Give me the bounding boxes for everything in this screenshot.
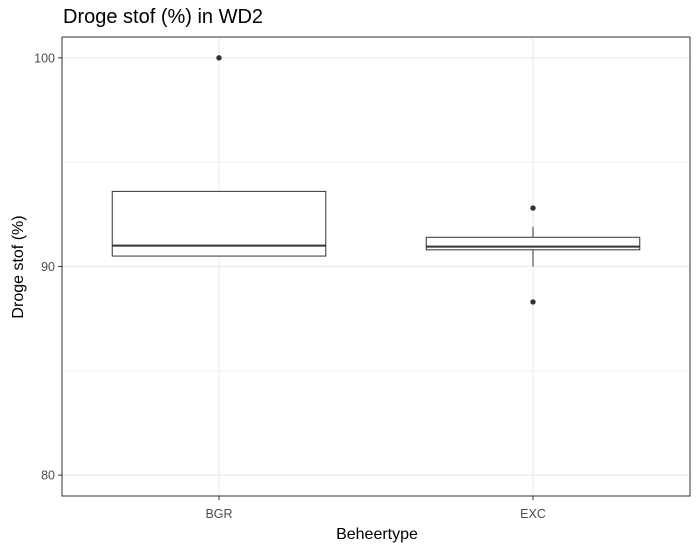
y-tick-label-90: 90: [41, 260, 55, 274]
x-tick-label-bgr: BGR: [205, 507, 232, 521]
box-exc: [425, 205, 641, 305]
axes: 80 90 100 BGR EXC: [34, 36, 691, 521]
boxes: [111, 55, 641, 305]
x-axis-title: Beheertype: [336, 526, 418, 543]
box-bgr: [111, 55, 327, 257]
y-tick-label-100: 100: [34, 51, 55, 65]
outlier-point-exc-1: [530, 205, 536, 211]
y-tick-label-80: 80: [41, 469, 55, 483]
grid-lines: [62, 37, 690, 496]
outlier-point-bgr-1: [216, 55, 222, 61]
chart-title: Droge stof (%) in WD2: [63, 6, 264, 28]
y-axis-title: Droge stof (%): [10, 215, 27, 318]
box-body-exc: [425, 236, 641, 251]
x-tick-label-exc: EXC: [520, 507, 546, 521]
outlier-point-exc-2: [530, 299, 536, 305]
